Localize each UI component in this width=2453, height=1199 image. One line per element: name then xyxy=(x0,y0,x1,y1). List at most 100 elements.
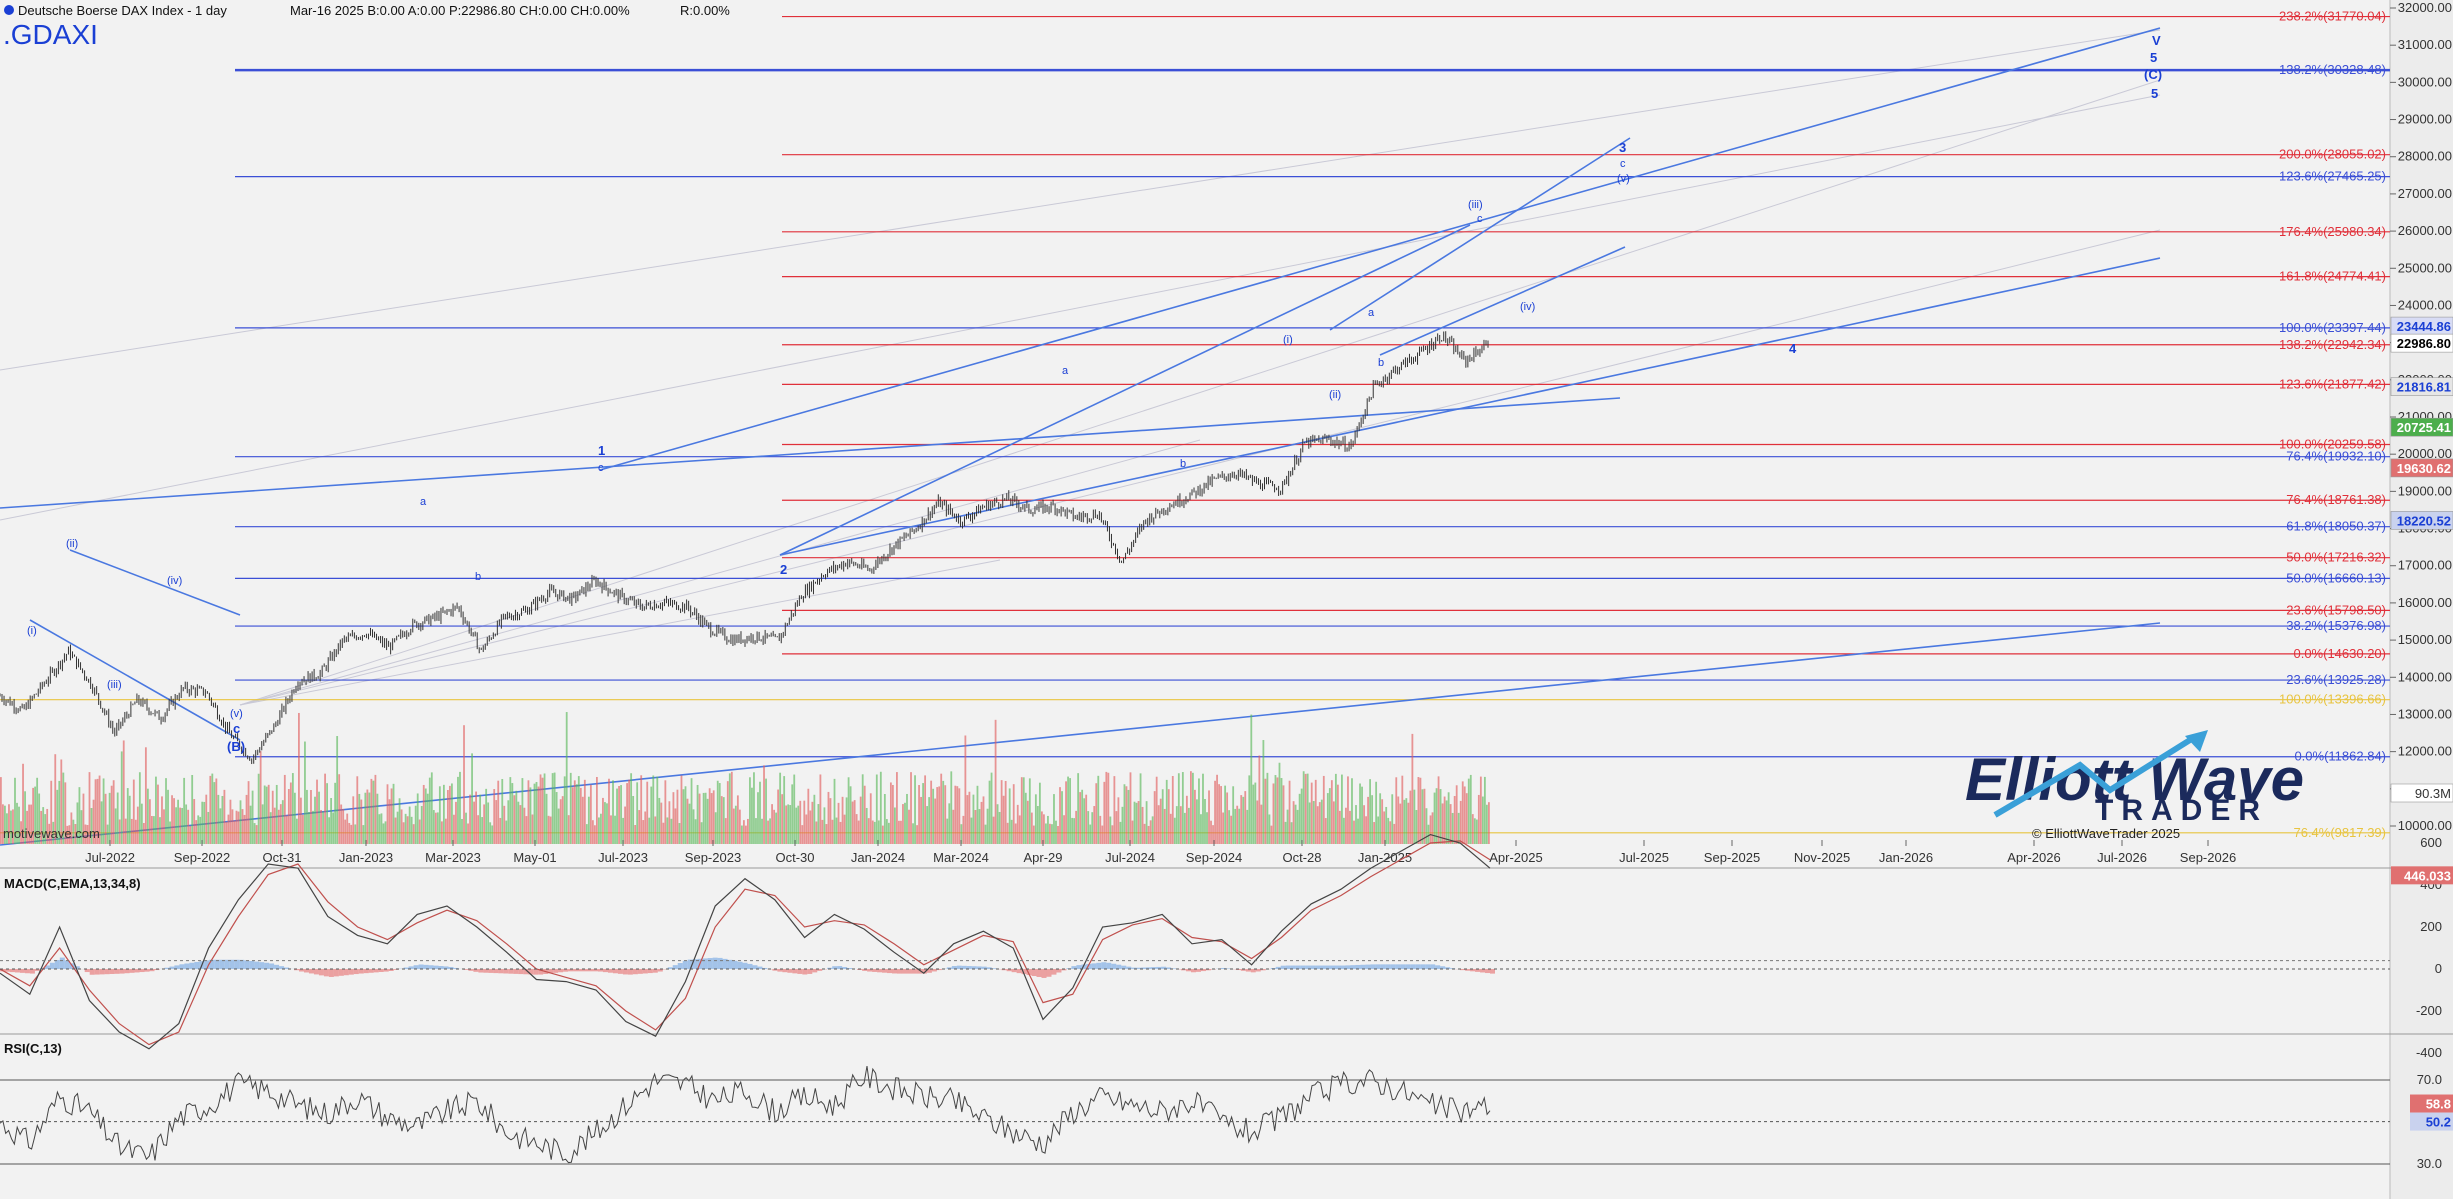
macd-histogram-bar xyxy=(1161,966,1167,969)
volume-bar xyxy=(1016,804,1019,844)
volume-bar xyxy=(992,816,995,844)
fib-level-label: 161.8%(24774.41) xyxy=(2279,269,2386,284)
macd-histogram-bar xyxy=(1250,969,1256,973)
volume-bar xyxy=(416,793,419,844)
volume-bar xyxy=(1449,804,1452,844)
volume-bar xyxy=(384,821,387,844)
macd-histogram-bar xyxy=(1116,964,1122,969)
macd-histogram-bar xyxy=(548,969,554,974)
macd-histogram-bar xyxy=(274,964,280,969)
volume-bar xyxy=(1173,817,1176,844)
fib-level-label: 50.0%(16660.13) xyxy=(2286,570,2386,585)
macd-histogram-bar xyxy=(946,967,952,969)
macd-histogram-bar xyxy=(234,959,240,969)
volume-bar xyxy=(42,807,45,844)
trend-channel-lines xyxy=(0,27,2161,846)
volume-bar xyxy=(191,774,194,844)
volume-bar xyxy=(394,817,397,844)
volume-bar xyxy=(742,820,745,844)
macd-histogram-bar xyxy=(468,969,474,971)
volume-bar xyxy=(12,809,14,844)
y-tick-label: 28000.00 xyxy=(2398,149,2452,164)
volume-bar xyxy=(682,789,685,844)
rsi-panel-bg xyxy=(0,1036,2390,1199)
volume-bar xyxy=(396,811,399,844)
macd-histogram-bar xyxy=(149,969,155,972)
wave-label: a xyxy=(1062,365,1069,377)
macd-histogram-bar xyxy=(777,969,783,972)
volume-bar xyxy=(674,808,677,844)
macd-histogram-bar xyxy=(1335,965,1341,969)
volume-bar xyxy=(167,789,169,844)
price-tag-box xyxy=(2390,333,2453,353)
macd-histogram-bar xyxy=(338,969,344,976)
volume-bar xyxy=(1101,825,1104,844)
macd-histogram-bar xyxy=(1325,965,1331,969)
volume-bar xyxy=(1169,813,1172,844)
volume-bar xyxy=(251,790,254,844)
volume-bar xyxy=(966,795,969,844)
y-tick-label: 24000.00 xyxy=(2398,297,2452,312)
volume-bar xyxy=(1353,820,1355,844)
volume-bar xyxy=(140,803,143,844)
y-tick-label: 30000.00 xyxy=(2398,74,2452,89)
volume-bar xyxy=(720,796,723,844)
macd-histogram-bar xyxy=(343,969,349,976)
volume-bar xyxy=(52,821,55,844)
macd-histogram-bar xyxy=(438,966,444,969)
volume-bar xyxy=(632,795,635,844)
volume-bar xyxy=(1324,818,1327,844)
volume-bar xyxy=(444,818,447,844)
volume-bar xyxy=(281,800,284,844)
macd-histogram-bar xyxy=(1001,969,1007,971)
volume-bar xyxy=(857,820,860,844)
volume-bar xyxy=(773,809,775,844)
volume-bar xyxy=(1413,789,1416,844)
macd-histogram-bar xyxy=(244,960,250,969)
macd-histogram-bar xyxy=(657,969,663,972)
volume-bar xyxy=(78,787,81,844)
volume-bar xyxy=(684,786,687,844)
macd-histogram-bar xyxy=(249,961,255,969)
volume-bar xyxy=(1004,780,1007,844)
macd-histogram-bar xyxy=(1086,963,1092,969)
fib-level-label: 138.2%(30328.48) xyxy=(2279,62,2386,77)
x-tick-label: Nov-2025 xyxy=(1794,850,1850,865)
volume-bar xyxy=(340,804,343,844)
volume-bar xyxy=(1363,805,1365,844)
macd-histogram-bar xyxy=(269,963,275,969)
volume-bar xyxy=(660,802,663,844)
volume-bar xyxy=(694,819,697,844)
volume-bar xyxy=(1349,810,1351,844)
macd-histogram-bar xyxy=(887,969,893,974)
volume-bar xyxy=(1045,823,1047,844)
volume-bar xyxy=(1310,782,1313,844)
volume-bar xyxy=(575,784,578,844)
volume-bar xyxy=(84,824,87,844)
macd-histogram-bar xyxy=(538,969,544,975)
volume-bar xyxy=(807,788,810,844)
wave-label: c xyxy=(1477,213,1483,225)
volume-bar xyxy=(968,791,971,844)
macd-histogram-bar xyxy=(747,963,753,969)
volume-bar xyxy=(1415,810,1418,844)
volume-bar xyxy=(1000,780,1003,844)
macd-histogram-bar xyxy=(637,969,643,974)
macd-histogram-bar xyxy=(807,969,813,974)
macd-histogram-bar xyxy=(483,969,489,973)
volume-bar xyxy=(368,792,371,844)
macd-histogram-bar xyxy=(832,966,838,969)
macd-histogram-bar xyxy=(1400,964,1406,969)
volume-bar xyxy=(338,774,341,844)
rsi-tick-label: 70.0 xyxy=(2417,1072,2442,1087)
volume-bar xyxy=(1028,778,1031,844)
macd-series-line xyxy=(0,840,1491,1046)
macd-histogram-bar xyxy=(488,969,494,973)
volume-bar xyxy=(726,781,729,844)
macd-histogram-bar xyxy=(607,969,613,973)
volume-bar xyxy=(761,818,763,844)
volume-bar xyxy=(638,810,641,844)
volume-bar xyxy=(1073,818,1076,844)
volume-bar xyxy=(285,815,288,844)
volume-bar xyxy=(404,813,407,844)
